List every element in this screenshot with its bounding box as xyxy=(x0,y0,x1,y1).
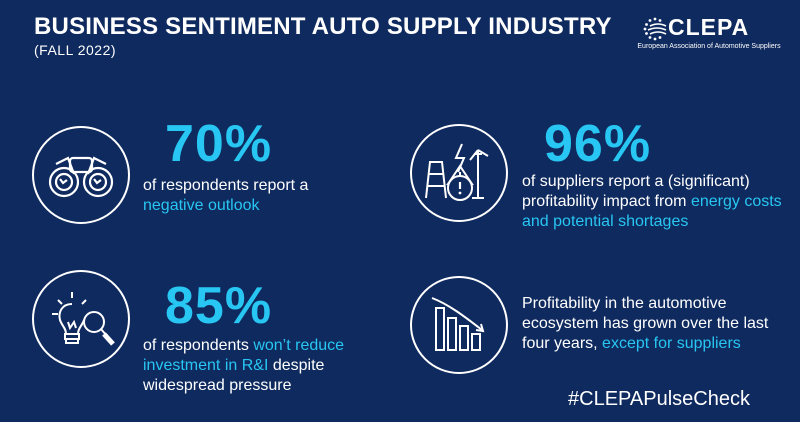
description-highlight: energy costs and potential shortages xyxy=(522,193,782,230)
stat-value-negative-outlook: 70% xyxy=(165,115,273,173)
description-text-after: despite widespread pressure xyxy=(143,357,325,394)
clepa-logo-icon xyxy=(643,17,667,41)
stat-description-rni-investment: of respondents won’t reduce investment i… xyxy=(143,336,379,396)
stat-description-energy-impact: of suppliers report a (significant) prof… xyxy=(522,172,784,232)
logo-tagline: European Association of Automotive Suppl… xyxy=(637,43,781,50)
energy-warning-icon xyxy=(425,143,489,201)
lightbulb-circle xyxy=(32,270,130,368)
lightbulb-magnifier-icon xyxy=(52,292,115,346)
description-highlight: except for suppliers xyxy=(602,335,741,352)
chart-circle xyxy=(410,276,508,374)
description-text: of respondents xyxy=(143,337,249,354)
description-text: of respondents report a xyxy=(143,177,309,194)
description-text: Profitability in the automotive ecosyste… xyxy=(522,295,769,352)
declining-bar-chart-icon xyxy=(431,297,485,351)
logo-name: CLEPA xyxy=(668,14,750,40)
stat-value-energy-impact: 96% xyxy=(544,115,652,173)
stat-value-rni-investment: 85% xyxy=(165,277,273,335)
clepa-logo: CLEPA European Association of Automotive… xyxy=(628,14,790,54)
description-highlight: negative outlook xyxy=(143,197,260,214)
stat-description-negative-outlook: of respondents report a negative outlook xyxy=(143,176,363,216)
stat-description-profitability: Profitability in the automotive ecosyste… xyxy=(522,294,784,354)
binoculars-circle xyxy=(32,126,130,224)
description-highlight: won’t reduce investment in R&I xyxy=(143,337,345,374)
page-title: BUSINESS SENTIMENT AUTO SUPPLY INDUSTRY xyxy=(34,13,612,40)
energy-circle xyxy=(410,124,508,222)
binoculars-icon xyxy=(48,156,114,198)
description-text: of suppliers report a (significant) prof… xyxy=(522,173,750,210)
hashtag: #CLEPAPulseCheck xyxy=(568,388,750,410)
page-subtitle: (FALL 2022) xyxy=(34,42,117,58)
